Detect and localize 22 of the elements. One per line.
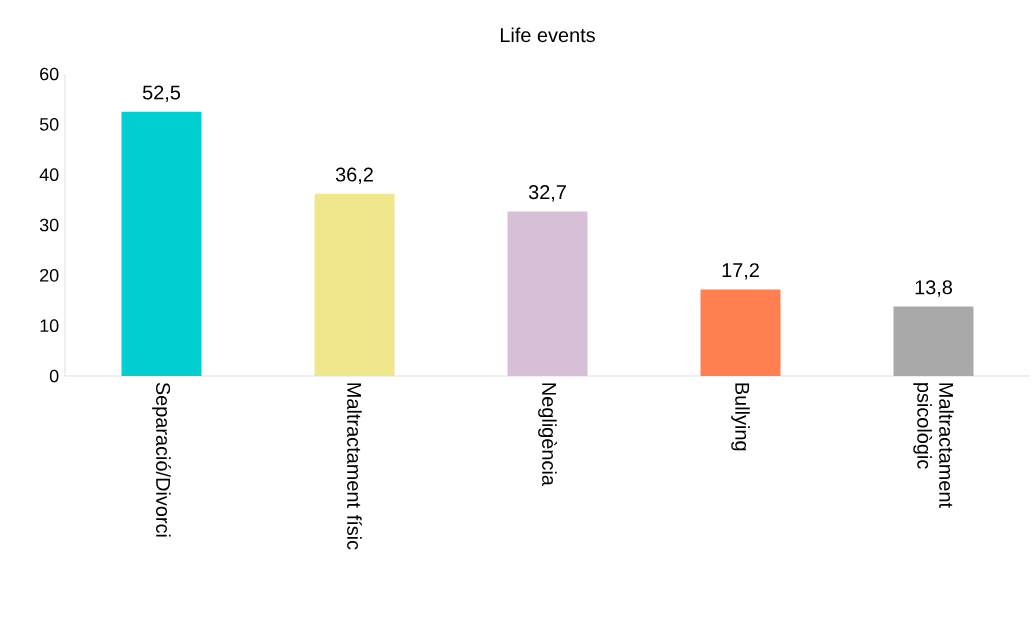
bar: [507, 211, 588, 376]
bar: [700, 289, 781, 376]
y-tick-label: 60: [40, 67, 59, 81]
data-label: 52,5: [142, 85, 181, 102]
x-tick-label: Maltractament físic: [347, 383, 362, 550]
x-tick-label: Negligència: [538, 383, 557, 486]
x-tick-label: Maltractament psicològic: [913, 383, 954, 508]
y-tick-label: 20: [40, 268, 59, 282]
data-label: 17,2: [722, 263, 759, 280]
y-tick-label: 0: [49, 369, 59, 383]
y-tick-label: 50: [39, 117, 59, 131]
bar: [121, 111, 202, 376]
y-tick-label: 40: [39, 168, 59, 182]
data-label: 32,7: [528, 185, 566, 202]
chart-title: Life events: [500, 27, 595, 43]
y-tick-label: 10: [40, 319, 59, 333]
bar: [314, 193, 395, 376]
y-tick-label: 30: [39, 218, 59, 232]
x-tick-label: Bullying: [731, 383, 750, 451]
data-label: 13,8: [915, 280, 953, 297]
data-label: 36,2: [335, 167, 373, 184]
x-tick-label: Separació/Divorci: [152, 382, 171, 537]
